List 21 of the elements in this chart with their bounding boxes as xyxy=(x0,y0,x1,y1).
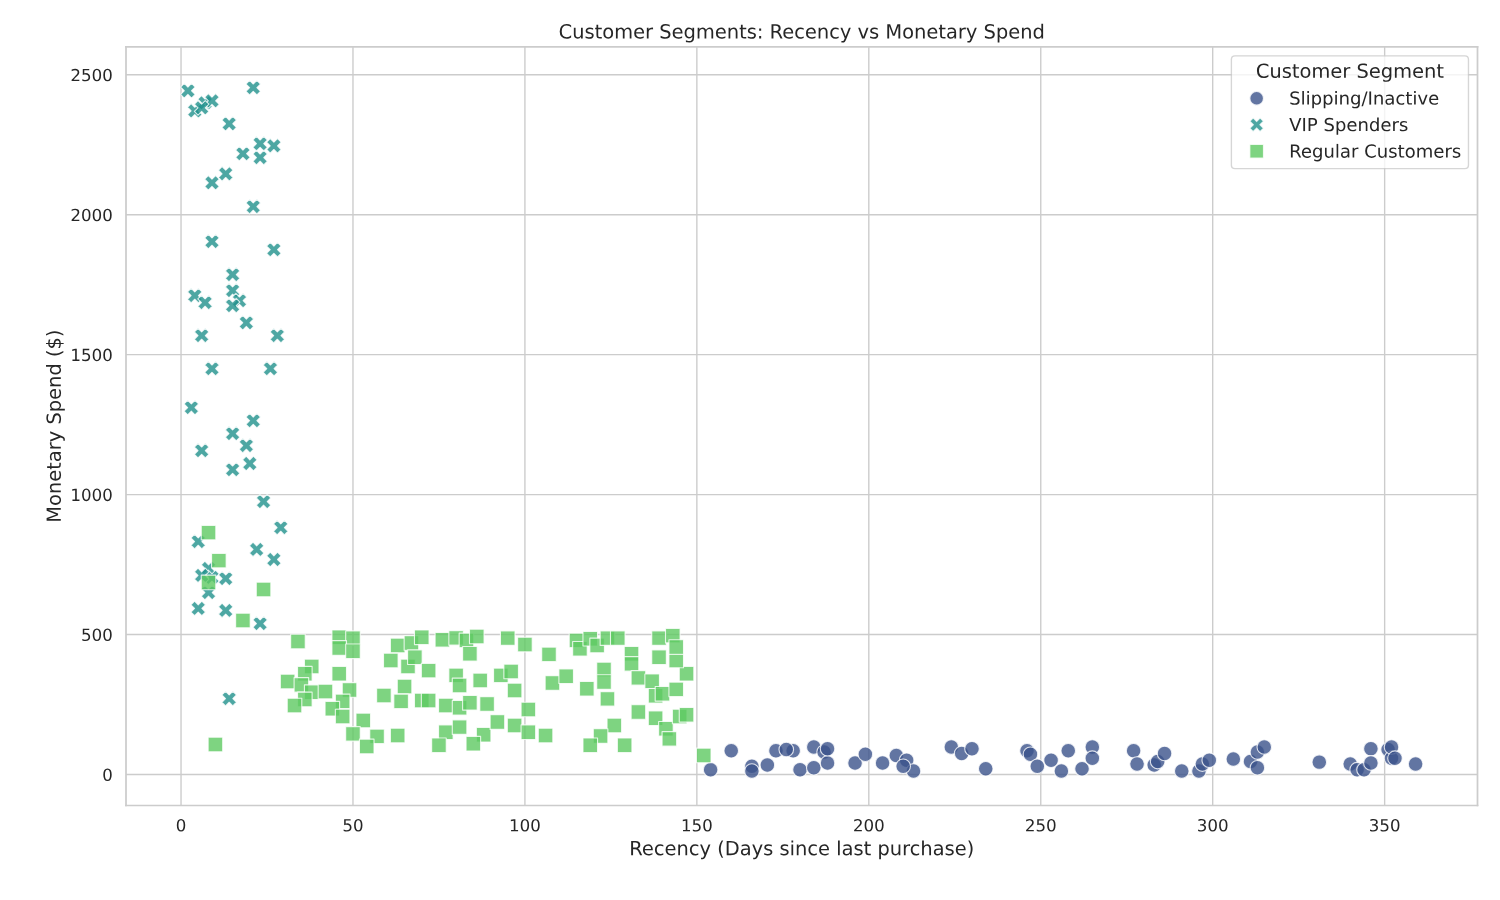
y-axis-title: Monetary Spend ($) xyxy=(46,331,65,521)
x-tick-label: 50 xyxy=(343,818,363,832)
x-axis-title: Recency (Days since last purchase) xyxy=(631,840,973,860)
chart-title: Customer Segments: Recency vs Monetary Spend xyxy=(559,23,1044,43)
x-tick-label: 250 xyxy=(1026,818,1056,832)
y-tick-label: 2500 xyxy=(71,68,112,82)
x-tick-label: 350 xyxy=(1370,818,1400,832)
x-tick-label: 100 xyxy=(510,818,540,832)
x-tick-label: 150 xyxy=(682,818,712,832)
x-tick-label: 200 xyxy=(854,818,884,832)
y-tick-label: 500 xyxy=(82,628,112,642)
y-tick-label: 1000 xyxy=(72,488,112,502)
x-tick-label: 0 xyxy=(176,818,186,832)
y-tick-label: 1500 xyxy=(72,348,112,362)
y-tick-label: 0 xyxy=(103,768,112,781)
y-tick-label: 2000 xyxy=(71,208,112,222)
legend-label: Slipping/Inactive xyxy=(1290,90,1439,109)
legend-title: Customer Segment xyxy=(1256,63,1444,82)
legend-label: VIP Spenders xyxy=(1289,117,1408,135)
x-tick-label: 300 xyxy=(1198,818,1228,832)
legend-label: Regular Customers xyxy=(1290,143,1461,162)
